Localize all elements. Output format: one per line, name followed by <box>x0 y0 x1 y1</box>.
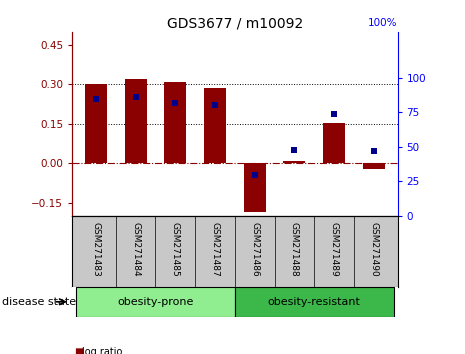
Text: GSM271486: GSM271486 <box>250 222 259 276</box>
Title: GDS3677 / m10092: GDS3677 / m10092 <box>166 17 303 31</box>
Bar <box>125 79 146 163</box>
Bar <box>85 84 107 163</box>
Text: GSM271490: GSM271490 <box>369 222 378 276</box>
Text: disease state: disease state <box>2 297 76 307</box>
Text: ■: ■ <box>74 347 84 354</box>
Text: GSM271484: GSM271484 <box>131 222 140 276</box>
Text: GSM271485: GSM271485 <box>171 222 180 276</box>
Text: 100%: 100% <box>368 18 398 28</box>
Bar <box>323 122 345 163</box>
Bar <box>204 87 226 163</box>
Text: GSM271483: GSM271483 <box>92 222 100 276</box>
Text: obesity-prone: obesity-prone <box>117 297 193 307</box>
Bar <box>284 161 306 163</box>
Bar <box>363 163 385 169</box>
Bar <box>76 287 235 317</box>
Bar <box>235 287 393 317</box>
Text: log ratio: log ratio <box>82 347 123 354</box>
Text: GSM271487: GSM271487 <box>211 222 219 276</box>
Text: GSM271489: GSM271489 <box>330 222 339 276</box>
Bar <box>164 82 186 163</box>
Bar <box>244 163 266 212</box>
Text: obesity-resistant: obesity-resistant <box>268 297 361 307</box>
Text: GSM271488: GSM271488 <box>290 222 299 276</box>
